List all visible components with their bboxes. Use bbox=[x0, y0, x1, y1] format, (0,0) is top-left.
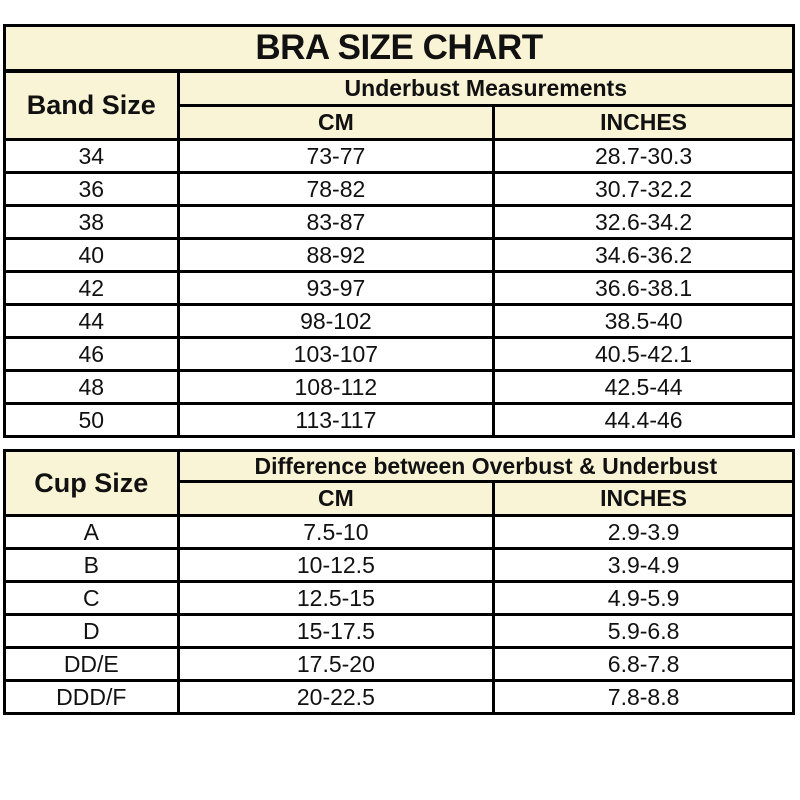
table-row: 34 73-77 28.7-30.3 bbox=[3, 138, 795, 174]
band-size-table: BRA SIZE CHART Band Size Underbust Measu… bbox=[3, 24, 796, 438]
band-cm-column-header: CM bbox=[176, 104, 496, 141]
band-size-cell: 34 bbox=[3, 138, 180, 174]
band-inches-column-header: INCHES bbox=[492, 104, 795, 141]
difference-group-header: Difference between Overbust & Underbust bbox=[176, 449, 796, 483]
table-row: C 12.5-15 4.9-5.9 bbox=[3, 580, 795, 616]
table-row: 50 113-117 44.4-46 bbox=[3, 402, 795, 438]
band-size-cell: 40 bbox=[3, 237, 180, 273]
table-row: 42 93-97 36.6-38.1 bbox=[3, 270, 795, 306]
band-size-cell: 36 bbox=[3, 171, 180, 207]
table-row: 46 103-107 40.5-42.1 bbox=[3, 336, 795, 372]
inches-range-cell: 36.6-38.1 bbox=[492, 270, 795, 306]
band-size-cell: 38 bbox=[3, 204, 180, 240]
inches-range-cell: 28.7-30.3 bbox=[492, 138, 795, 174]
table-row: 44 98-102 38.5-40 bbox=[3, 303, 795, 339]
inches-range-cell: 30.7-32.2 bbox=[492, 171, 795, 207]
cm-range-cell: 88-92 bbox=[176, 237, 496, 273]
cm-range-cell: 83-87 bbox=[176, 204, 496, 240]
cm-range-cell: 103-107 bbox=[176, 336, 496, 372]
band-size-cell: 44 bbox=[3, 303, 180, 339]
band-size-header: Band Size bbox=[3, 69, 180, 141]
cup-size-cell: A bbox=[3, 514, 180, 550]
cm-range-cell: 20-22.5 bbox=[176, 679, 496, 715]
cup-size-header: Cup Size bbox=[3, 449, 180, 517]
table-row: DDD/F 20-22.5 7.8-8.8 bbox=[3, 679, 795, 715]
cup-size-cell: C bbox=[3, 580, 180, 616]
cm-range-cell: 15-17.5 bbox=[176, 613, 496, 649]
band-size-cell: 50 bbox=[3, 402, 180, 438]
cm-range-cell: 93-97 bbox=[176, 270, 496, 306]
chart-title: BRA SIZE CHART bbox=[3, 24, 795, 73]
cup-size-cell: B bbox=[3, 547, 180, 583]
inches-range-cell: 4.9-5.9 bbox=[492, 580, 795, 616]
inches-range-cell: 32.6-34.2 bbox=[492, 204, 795, 240]
band-group-header-row: Band Size Underbust Measurements bbox=[3, 69, 796, 141]
inches-range-cell: 34.6-36.2 bbox=[492, 237, 795, 273]
inches-range-cell: 6.8-7.8 bbox=[492, 646, 795, 682]
underbust-group-header: Underbust Measurements bbox=[176, 69, 796, 107]
cup-group-header-row: Cup Size Difference between Overbust & U… bbox=[3, 449, 796, 517]
table-row: 48 108-112 42.5-44 bbox=[3, 369, 795, 405]
table-row: 36 78-82 30.7-32.2 bbox=[3, 171, 795, 207]
inches-range-cell: 44.4-46 bbox=[492, 402, 795, 438]
table-row: DD/E 17.5-20 6.8-7.8 bbox=[3, 646, 795, 682]
cup-column-header-row: CM INCHES bbox=[5, 480, 795, 517]
inches-range-cell: 5.9-6.8 bbox=[492, 613, 795, 649]
cm-range-cell: 108-112 bbox=[176, 369, 496, 405]
inches-range-cell: 2.9-3.9 bbox=[492, 514, 795, 550]
cup-size-cell: DDD/F bbox=[3, 679, 180, 715]
band-size-cell: 46 bbox=[3, 336, 180, 372]
cm-range-cell: 113-117 bbox=[176, 402, 496, 438]
cm-range-cell: 12.5-15 bbox=[176, 580, 496, 616]
band-size-cell: 42 bbox=[3, 270, 180, 306]
cup-size-cell: D bbox=[3, 613, 180, 649]
band-column-header-row: CM INCHES bbox=[5, 104, 795, 141]
cm-range-cell: 78-82 bbox=[176, 171, 496, 207]
table-row: B 10-12.5 3.9-4.9 bbox=[3, 547, 795, 583]
cup-size-table: Cup Size Difference between Overbust & U… bbox=[3, 449, 796, 715]
cm-range-cell: 17.5-20 bbox=[176, 646, 496, 682]
band-size-cell: 48 bbox=[3, 369, 180, 405]
cm-range-cell: 98-102 bbox=[176, 303, 496, 339]
inches-range-cell: 3.9-4.9 bbox=[492, 547, 795, 583]
table-row: 40 88-92 34.6-36.2 bbox=[3, 237, 795, 273]
inches-range-cell: 38.5-40 bbox=[492, 303, 795, 339]
cm-range-cell: 73-77 bbox=[176, 138, 496, 174]
table-row: D 15-17.5 5.9-6.8 bbox=[3, 613, 795, 649]
cm-range-cell: 7.5-10 bbox=[176, 514, 496, 550]
inches-range-cell: 40.5-42.1 bbox=[492, 336, 795, 372]
cup-cm-column-header: CM bbox=[176, 480, 496, 517]
inches-range-cell: 42.5-44 bbox=[492, 369, 795, 405]
table-row: A 7.5-10 2.9-3.9 bbox=[3, 514, 795, 550]
cm-range-cell: 10-12.5 bbox=[176, 547, 496, 583]
title-row: BRA SIZE CHART bbox=[3, 24, 795, 73]
cup-size-cell: DD/E bbox=[3, 646, 180, 682]
table-row: 38 83-87 32.6-34.2 bbox=[3, 204, 795, 240]
cup-inches-column-header: INCHES bbox=[492, 480, 795, 517]
inches-range-cell: 7.8-8.8 bbox=[492, 679, 795, 715]
